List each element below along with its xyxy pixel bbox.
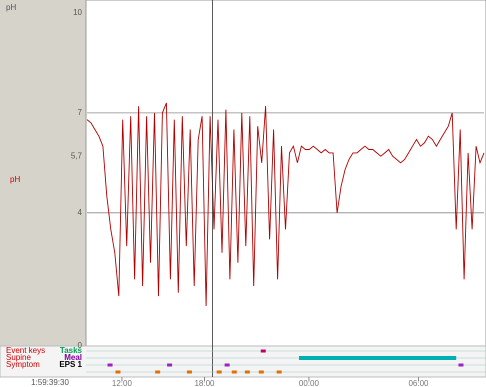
y-label: pH (6, 3, 16, 12)
event-mark (458, 363, 464, 367)
axis-caption: pH (10, 175, 20, 184)
event-mark (244, 370, 250, 374)
x-tick-label: 12:00 (112, 379, 133, 387)
event-mark (107, 363, 113, 367)
event-mark (231, 370, 237, 374)
ph-trace (86, 102, 485, 307)
y-tick-label: 4 (78, 208, 83, 217)
event-mark (186, 370, 192, 374)
y-tick-label: 0 (78, 341, 83, 350)
lane-label: Symptom (6, 360, 40, 369)
lane-label: Supine (6, 353, 31, 362)
lane-type: Meal (64, 353, 82, 362)
x-tick-label: 06:00 (408, 379, 429, 387)
y-tick-label: 5,7 (71, 151, 83, 160)
event-mark (216, 370, 222, 374)
event-mark (155, 370, 161, 374)
event-mark (276, 370, 282, 374)
event-mark (115, 370, 121, 374)
y-tick-label: 7 (78, 108, 83, 117)
event-mark (167, 363, 173, 367)
event-mark (258, 370, 264, 374)
event-mark (224, 363, 230, 367)
cursor-time: 1:59:39:30 (31, 378, 69, 387)
lane-type: EPS 1 (59, 360, 82, 369)
axis-panel (0, 0, 86, 346)
y-tick-label: 10 (73, 8, 82, 17)
lane-type: Tasks (60, 346, 83, 355)
x-tick-label: 00:00 (299, 379, 320, 387)
plot-area (85, 0, 486, 347)
lane-label: Event keys (6, 346, 45, 355)
x-tick-label: 18:00 (194, 379, 215, 387)
event-bar (298, 356, 457, 360)
event-mark (260, 349, 266, 353)
